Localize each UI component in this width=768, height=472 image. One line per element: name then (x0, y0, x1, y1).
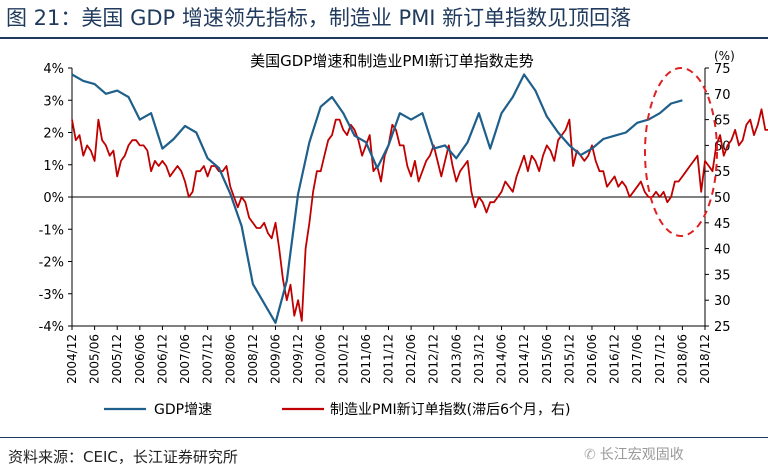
x-tick-label: 2007/06 (178, 334, 192, 384)
x-tick-label: 2009/06 (268, 334, 282, 384)
watermark-text: 长江宏观固收 (599, 447, 684, 463)
x-tick-label: 2015/06 (540, 334, 554, 384)
left-axis: -4% -3% -2% -1% 0% 1% 2% 3% 4% (39, 62, 73, 335)
x-tick-label: 2013/12 (472, 334, 486, 384)
x-tick-label: 2004/12 (65, 334, 79, 384)
watermark: ✆ 长江宏观固收 (584, 444, 684, 464)
x-tick-label: 2016/06 (585, 334, 599, 384)
x-tick-label: 2005/12 (110, 334, 124, 384)
right-tick-label: 40 (714, 243, 731, 258)
figure-title: 图 21：美国 GDP 增速领先指标，制造业 PMI 新订单指数见顶回落 (6, 6, 632, 30)
right-tick-label: 35 (714, 268, 731, 283)
pmi-series-line (71, 108, 768, 322)
x-tick-label: 2013/06 (449, 334, 463, 384)
right-axis-unit: (%) (714, 49, 735, 63)
right-tick-label: 75 (714, 62, 731, 77)
source-note: 资料来源：CEIC，长江证券研究所 (8, 448, 238, 466)
x-tick-label: 2011/12 (382, 334, 396, 384)
right-tick-label: 45 (714, 217, 731, 232)
left-tick-label: -1% (39, 223, 64, 238)
x-tick-label: 2006/06 (133, 334, 147, 384)
wechat-icon: ✆ (584, 447, 596, 463)
left-tick-label: 0% (43, 191, 64, 206)
x-tick-label: 2016/12 (608, 334, 622, 384)
x-tick-label: 2017/12 (653, 334, 667, 384)
left-tick-label: 4% (43, 62, 64, 77)
x-tick-label: 2018/12 (698, 334, 712, 384)
x-tick-label: 2005/06 (88, 334, 102, 384)
right-tick-label: 30 (714, 294, 731, 309)
x-axis: 2004/12 2005/06 2005/12 2006/06 2006/12 2007/… (65, 325, 712, 384)
x-tick-label: 2008/12 (246, 334, 260, 384)
right-tick-label: 55 (714, 165, 731, 180)
series-layer (71, 73, 768, 324)
left-tick-label: 3% (43, 94, 64, 109)
left-tick-label: 1% (43, 159, 64, 174)
x-tick-label: 2015/12 (562, 334, 576, 384)
legend: GDP增速 制造业PMI新订单指数(滞后6个月，右) (104, 402, 570, 418)
x-tick-label: 2012/06 (404, 334, 418, 384)
x-tick-label: 2014/12 (517, 334, 531, 384)
right-tick-label: 25 (714, 320, 731, 335)
left-tick-label: -2% (39, 256, 64, 271)
x-tick-label: 2006/12 (155, 334, 169, 384)
x-tick-label: 2017/06 (630, 334, 644, 384)
right-tick-label: 50 (714, 191, 731, 206)
chart: 美国GDP增速和制造业PMI新订单指数走势 (%) -4% -3% -2% -1% 0%… (39, 49, 768, 418)
left-tick-label: -4% (39, 320, 64, 335)
legend-label-pmi: 制造业PMI新订单指数(滞后6个月，右) (330, 402, 570, 418)
x-tick-label: 2012/12 (427, 334, 441, 384)
x-tick-label: 2010/12 (336, 334, 350, 384)
title-divider (0, 37, 768, 39)
chart-title: 美国GDP增速和制造业PMI新订单指数走势 (250, 52, 534, 70)
x-tick-label: 2008/06 (223, 334, 237, 384)
x-tick-label: 2018/06 (675, 334, 689, 384)
right-tick-label: 65 (714, 114, 731, 129)
left-tick-label: 2% (43, 127, 64, 142)
right-tick-label: 70 (714, 88, 731, 103)
gdp-series-line (71, 73, 683, 324)
legend-label-gdp: GDP增速 (154, 402, 212, 418)
x-tick-label: 2010/06 (314, 334, 328, 384)
x-tick-label: 2014/06 (495, 334, 509, 384)
x-tick-label: 2009/12 (291, 334, 305, 384)
highlight-ellipse (644, 67, 718, 237)
x-tick-label: 2007/12 (201, 334, 215, 384)
x-tick-label: 2011/06 (359, 334, 373, 384)
source-divider (0, 437, 768, 438)
left-tick-label: -3% (39, 288, 64, 303)
